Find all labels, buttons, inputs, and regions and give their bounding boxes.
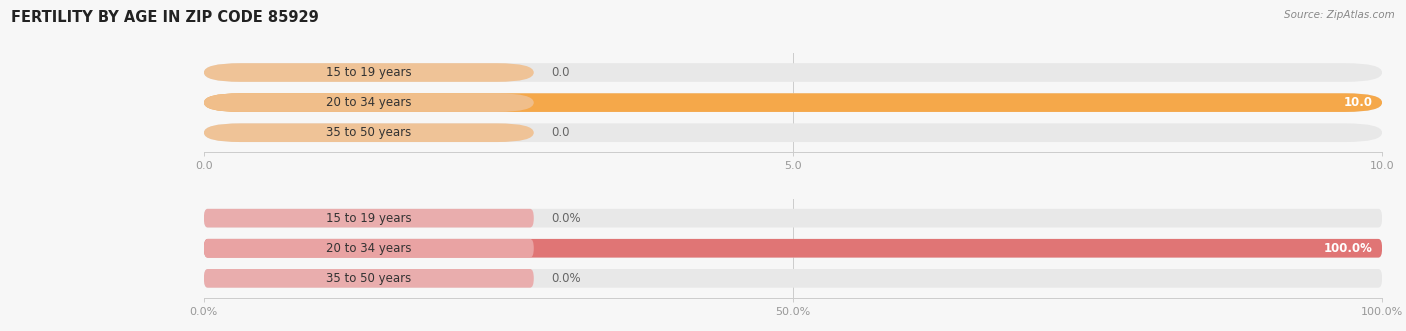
Text: 100.0%: 100.0% xyxy=(1324,242,1372,255)
FancyBboxPatch shape xyxy=(204,123,1382,142)
FancyBboxPatch shape xyxy=(204,93,1382,112)
FancyBboxPatch shape xyxy=(204,209,1382,227)
FancyBboxPatch shape xyxy=(204,239,1382,258)
Text: 0.0: 0.0 xyxy=(551,66,569,79)
Text: 10.0: 10.0 xyxy=(1344,96,1372,109)
FancyBboxPatch shape xyxy=(204,63,534,82)
Text: 15 to 19 years: 15 to 19 years xyxy=(326,212,412,225)
FancyBboxPatch shape xyxy=(204,239,1382,258)
FancyBboxPatch shape xyxy=(204,239,534,258)
Text: Source: ZipAtlas.com: Source: ZipAtlas.com xyxy=(1284,10,1395,20)
Text: 0.0: 0.0 xyxy=(551,126,569,139)
FancyBboxPatch shape xyxy=(204,93,1382,112)
FancyBboxPatch shape xyxy=(204,269,1382,288)
Text: 0.0%: 0.0% xyxy=(551,212,581,225)
FancyBboxPatch shape xyxy=(204,63,1382,82)
Text: 0.0%: 0.0% xyxy=(551,272,581,285)
FancyBboxPatch shape xyxy=(204,93,534,112)
FancyBboxPatch shape xyxy=(204,209,534,227)
Text: 20 to 34 years: 20 to 34 years xyxy=(326,96,412,109)
Text: FERTILITY BY AGE IN ZIP CODE 85929: FERTILITY BY AGE IN ZIP CODE 85929 xyxy=(11,10,319,25)
Text: 15 to 19 years: 15 to 19 years xyxy=(326,66,412,79)
Text: 35 to 50 years: 35 to 50 years xyxy=(326,126,412,139)
FancyBboxPatch shape xyxy=(204,269,534,288)
FancyBboxPatch shape xyxy=(204,123,534,142)
Text: 35 to 50 years: 35 to 50 years xyxy=(326,272,412,285)
Text: 20 to 34 years: 20 to 34 years xyxy=(326,242,412,255)
